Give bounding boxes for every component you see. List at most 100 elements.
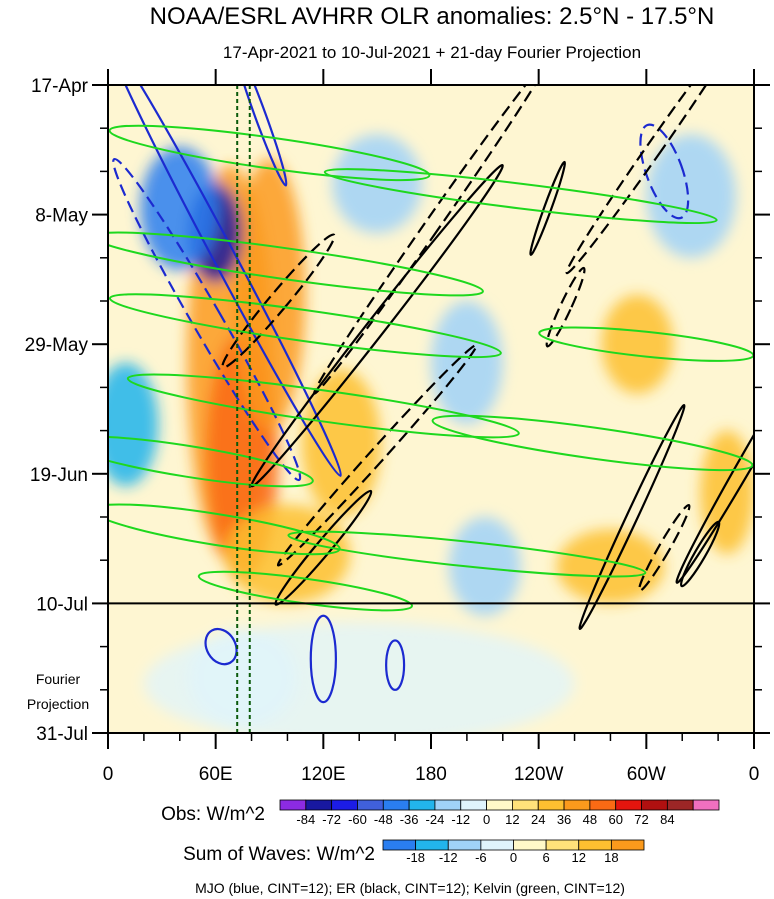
colorbar-level-label: -84 <box>296 812 315 827</box>
colorbar-swatch <box>460 799 487 811</box>
colorbar-swatch <box>447 839 482 851</box>
mjo-contour <box>309 614 337 704</box>
colorbar-level-label: -72 <box>322 812 341 827</box>
colorbar-swatch <box>589 799 617 811</box>
colorbar-swatch <box>615 799 642 811</box>
positive-anomaly-blob <box>233 159 306 431</box>
er-contour <box>529 160 566 256</box>
kelvin-contour <box>108 124 431 182</box>
y-tick-label: 19-Jun <box>30 465 88 486</box>
projection-label-line1: Fourier <box>36 671 81 687</box>
waves-colorbar: -18 -12 -6 0 6 12 18 <box>382 839 645 865</box>
colorbar-level-label: -60 <box>348 812 367 827</box>
reference-lines <box>236 85 251 733</box>
kelvin-contour <box>108 293 502 359</box>
colorbar-level-label: -24 <box>426 812 445 827</box>
er-contour <box>545 266 586 348</box>
plot-area <box>108 85 754 733</box>
x-tick-label: 60W <box>627 764 666 785</box>
colorbar-swatch <box>545 839 580 851</box>
colorbar-level-label: 0 <box>483 812 490 827</box>
colorbar-level-label: 84 <box>660 812 674 827</box>
y-tick-label: 31-Jul <box>36 724 88 745</box>
colorbar-swatch <box>382 839 417 851</box>
y-tick-label: 8-May <box>35 206 88 227</box>
colorbar-level-label: -12 <box>451 812 470 827</box>
x-tick-label: 180 <box>415 764 447 785</box>
negative-anomaly-blob <box>431 301 503 425</box>
kelvin-contour <box>126 373 520 439</box>
colorbar-swatch <box>382 799 410 811</box>
negative-anomaly-blob <box>646 134 737 258</box>
colorbar-swatch <box>434 799 462 811</box>
positive-anomaly-blob <box>301 368 381 517</box>
colorbar-swatch <box>486 799 513 811</box>
mjo-contour <box>112 157 302 482</box>
wave-contours <box>108 85 754 704</box>
colorbar-swatch <box>512 799 539 811</box>
chart-subtitle: 17-Apr-2021 to 10-Jul-2021 + 21-day Four… <box>223 43 641 62</box>
colorbar-level-label: 0 <box>510 850 517 865</box>
er-contour <box>276 344 478 567</box>
colorbar-swatch <box>331 799 358 811</box>
y-tick-label: 29-May <box>25 335 89 356</box>
colorbar-swatch <box>666 799 694 811</box>
y-tick-label: 17-Apr <box>31 76 89 97</box>
kelvin-contour <box>323 168 718 225</box>
colorbar-level-label: -48 <box>374 812 393 827</box>
negative-anomaly-blob <box>108 362 159 487</box>
colorbar-swatch <box>641 799 668 811</box>
colorbar-level-label: 36 <box>557 812 571 827</box>
wave-legend-text: MJO (blue, CINT=12); ER (black, CINT=12)… <box>195 880 625 896</box>
colorbar-level-label: -12 <box>439 850 458 865</box>
colorbar-level-label: 48 <box>583 812 597 827</box>
positive-anomaly-blob <box>700 430 754 555</box>
colorbar-swatch <box>537 799 565 811</box>
positive-anomaly-blob <box>601 294 674 394</box>
x-tick-label: 0 <box>749 764 760 785</box>
colorbar-swatch <box>578 839 612 851</box>
obs-colorbar-label: Obs: W/m^2 <box>161 804 265 825</box>
colorbar-swatch <box>513 839 547 851</box>
kelvin-contour <box>431 414 754 472</box>
colorbar-swatch <box>415 839 449 851</box>
mjo-contour <box>233 85 288 187</box>
colorbar-swatch <box>357 799 384 811</box>
x-tick-label: 120W <box>514 764 564 785</box>
er-contour <box>679 520 721 588</box>
er-contour <box>578 404 686 630</box>
kelvin-contour <box>108 231 484 297</box>
anomaly-heatmap <box>108 134 754 733</box>
kelvin-contour <box>287 530 647 578</box>
colorbar-swatch <box>408 799 436 811</box>
colorbar-level-label: 72 <box>634 812 648 827</box>
colorbar-swatch <box>610 839 645 851</box>
x-tick-label: 120E <box>301 764 345 785</box>
colorbar-level-label: -36 <box>400 812 419 827</box>
colorbar-swatch <box>563 799 591 811</box>
projection-label-line2: Projection <box>27 696 89 712</box>
mjo-contour <box>108 85 343 477</box>
negative-anomaly-blob <box>140 146 220 271</box>
chart-title: NOAA/ESRL AVHRR OLR anomalies: 2.5°N - 1… <box>150 3 715 30</box>
waves-colorbar-label: Sum of Waves: W/m^2 <box>183 844 375 865</box>
x-axis: 0 60E 120E 180 120W 60W 0 <box>103 69 760 785</box>
y-tick-label: 10-Jul <box>36 594 88 615</box>
x-tick-label: 60E <box>199 764 233 785</box>
y-axis: 17-Apr 8-May 29-May 19-Jun 10-Jul 31-Jul <box>25 76 770 745</box>
colorbar-swatch <box>305 799 333 811</box>
colorbar-level-label: 6 <box>543 850 550 865</box>
colorbar-level-label: -6 <box>475 850 487 865</box>
colorbar-level-label: 12 <box>572 850 586 865</box>
er-contour <box>675 314 754 584</box>
colorbar-swatch <box>692 799 720 811</box>
colorbar-level-label: 12 <box>505 812 519 827</box>
x-tick-label: 0 <box>103 764 114 785</box>
positive-anomaly-blob <box>556 529 665 604</box>
mjo-contour <box>385 639 406 691</box>
projection-anomaly-blob <box>188 628 297 727</box>
er-contour <box>638 503 691 592</box>
kelvin-contour <box>108 435 314 488</box>
negative-anomaly-blob <box>332 134 423 234</box>
